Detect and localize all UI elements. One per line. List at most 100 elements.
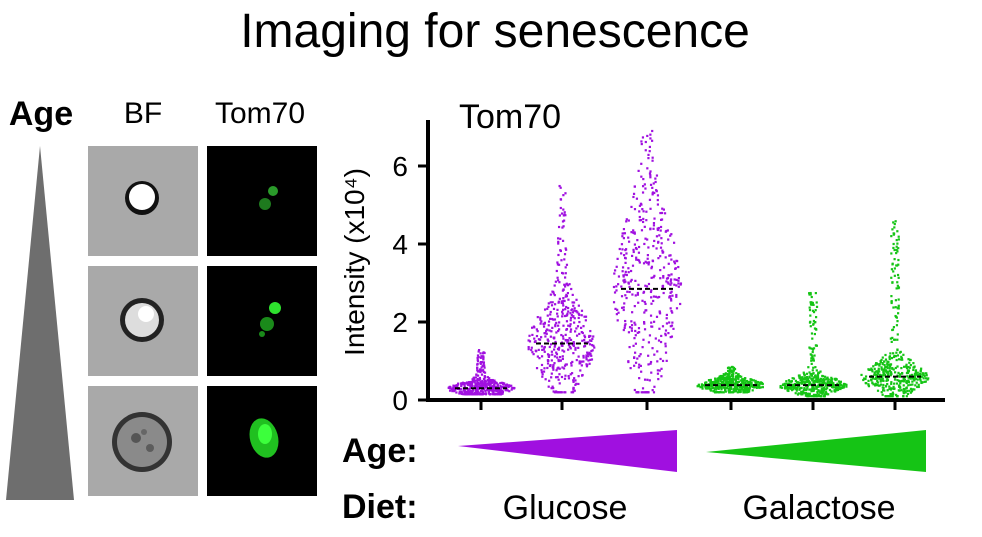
data-point xyxy=(494,392,497,395)
data-point xyxy=(864,382,867,385)
data-point xyxy=(567,348,570,351)
data-point xyxy=(723,382,726,386)
data-point xyxy=(881,386,884,389)
data-point xyxy=(907,376,910,379)
data-point xyxy=(578,320,581,324)
data-point xyxy=(786,389,789,392)
data-point xyxy=(638,215,641,219)
data-point xyxy=(821,392,824,395)
data-point xyxy=(646,238,649,241)
data-point xyxy=(673,260,676,263)
data-point xyxy=(794,392,797,395)
data-point xyxy=(623,232,627,235)
data-point xyxy=(673,278,676,281)
data-point xyxy=(738,375,741,378)
data-point xyxy=(789,386,792,389)
data-point xyxy=(731,373,734,377)
data-point xyxy=(555,321,558,325)
data-point xyxy=(492,386,495,389)
data-point xyxy=(793,382,797,386)
data-point xyxy=(664,345,667,348)
data-point xyxy=(574,383,577,386)
data-point xyxy=(823,382,826,385)
data-point xyxy=(896,320,899,323)
data-point xyxy=(745,379,749,383)
data-point xyxy=(569,312,572,315)
data-point xyxy=(556,312,559,315)
data-point xyxy=(675,295,678,298)
data-point xyxy=(802,391,806,394)
data-point xyxy=(573,309,576,312)
data-point xyxy=(646,254,649,257)
data-point xyxy=(901,372,904,375)
data-point xyxy=(722,391,725,394)
data-point xyxy=(553,284,556,287)
data-point xyxy=(628,285,631,289)
data-point xyxy=(468,393,472,396)
data-point xyxy=(643,300,646,304)
data-point xyxy=(553,345,556,348)
data-point xyxy=(654,177,657,180)
data-point xyxy=(653,353,656,356)
data-point xyxy=(652,227,655,230)
data-point xyxy=(622,232,625,235)
data-point xyxy=(812,322,815,325)
data-point xyxy=(461,381,465,384)
data-point xyxy=(658,327,661,330)
data-point xyxy=(653,274,656,277)
data-point xyxy=(479,362,482,365)
data-point xyxy=(871,377,874,380)
data-point xyxy=(792,388,795,391)
data-point xyxy=(553,344,557,347)
data-point xyxy=(571,311,575,314)
data-point xyxy=(810,374,814,377)
data-point xyxy=(484,393,488,396)
data-point xyxy=(574,348,577,351)
data-point xyxy=(498,389,501,392)
data-point xyxy=(496,383,499,386)
data-point xyxy=(741,378,744,381)
data-point xyxy=(558,321,561,324)
data-point xyxy=(453,387,456,390)
data-point xyxy=(891,263,894,266)
data-point xyxy=(870,379,873,382)
data-point xyxy=(536,330,539,333)
tom70-image-young xyxy=(207,146,317,256)
data-point xyxy=(644,237,647,240)
data-point xyxy=(480,355,483,358)
data-point xyxy=(720,391,723,394)
data-point xyxy=(624,294,627,297)
data-point xyxy=(567,339,570,342)
data-point xyxy=(537,338,541,341)
data-point xyxy=(798,374,801,377)
data-point xyxy=(725,381,728,384)
data-point xyxy=(878,364,881,367)
data-point xyxy=(471,390,474,393)
data-point xyxy=(668,321,671,324)
data-point xyxy=(559,186,562,189)
data-point xyxy=(833,389,836,392)
data-point xyxy=(552,348,556,351)
data-point xyxy=(582,325,585,328)
data-point xyxy=(661,359,665,363)
data-point xyxy=(476,356,479,360)
data-point xyxy=(712,390,716,393)
page-title: Imaging for senescence xyxy=(240,5,750,58)
data-point xyxy=(656,194,660,197)
data-point xyxy=(897,287,900,290)
data-point xyxy=(633,337,636,340)
data-point xyxy=(669,291,672,294)
data-point xyxy=(543,332,546,335)
data-point xyxy=(891,391,894,394)
age-row-label: Age: xyxy=(342,432,418,470)
y-axis-label: Intensity (x10⁴) xyxy=(339,168,370,356)
data-point xyxy=(561,302,565,305)
data-point xyxy=(531,326,534,329)
data-point xyxy=(838,387,841,391)
data-point xyxy=(719,374,722,378)
data-point xyxy=(661,284,665,287)
data-point xyxy=(728,372,731,375)
data-point xyxy=(905,367,909,370)
data-point xyxy=(911,383,914,386)
data-point xyxy=(731,375,735,378)
